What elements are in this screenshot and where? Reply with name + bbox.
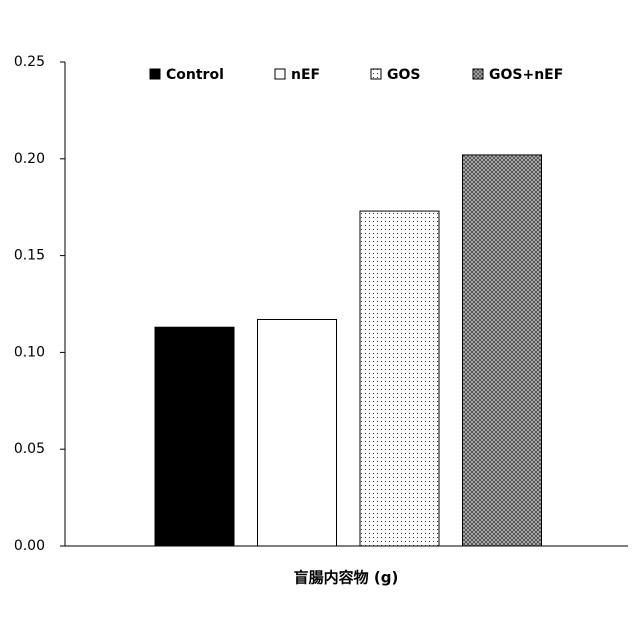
y-tick-label: 0.05 xyxy=(14,441,45,457)
y-tick-label: 0.20 xyxy=(14,151,45,167)
legend-swatch xyxy=(150,69,160,79)
y-tick-label: 0.10 xyxy=(14,344,45,360)
legend-label: GOS+nEF xyxy=(489,67,563,83)
legend-label: Control xyxy=(166,67,224,83)
bar xyxy=(155,327,234,546)
legend-swatch xyxy=(275,69,285,79)
y-tick-label: 0.25 xyxy=(14,54,45,70)
bar xyxy=(463,155,542,546)
bar xyxy=(258,319,337,546)
legend-swatch xyxy=(473,69,483,79)
chart: 盲腸内容物 (g) 0.00 0.05 0.10 0.15 0.20 0.25 Contro… xyxy=(0,0,640,640)
legend-swatch xyxy=(371,69,381,79)
y-tick-label: 0.15 xyxy=(14,248,45,264)
legend-label: nEF xyxy=(291,67,320,83)
bar xyxy=(360,211,439,546)
legend-label: GOS xyxy=(387,67,420,83)
x-axis-label: 盲腸内容物 (g) xyxy=(294,569,399,587)
y-tick-label: 0.00 xyxy=(14,538,45,554)
